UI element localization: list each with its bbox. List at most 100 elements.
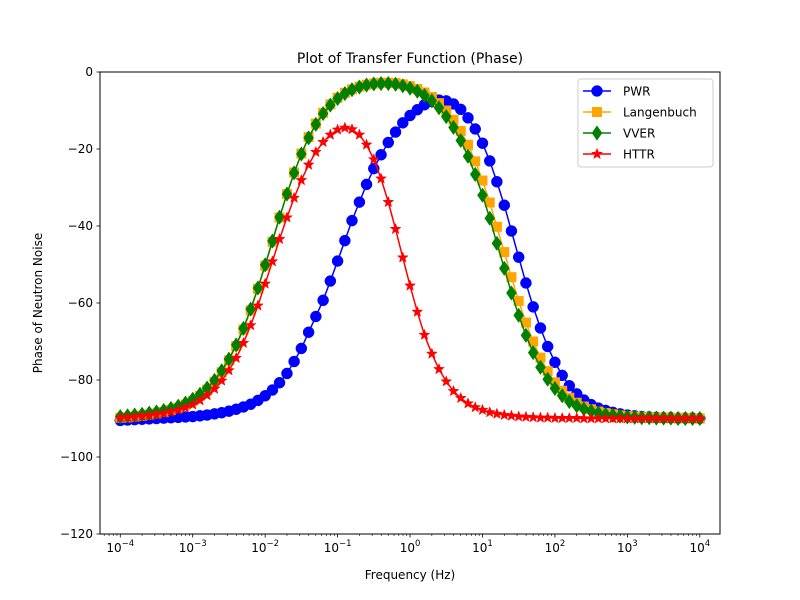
legend-entries: PWR Langenbuch VVER HTTR — [583, 84, 697, 161]
x-tick-label: 10−4 — [106, 539, 134, 555]
legend-marker-pwr — [591, 85, 603, 97]
data-point-vver — [375, 75, 387, 92]
data-point-vver — [310, 116, 322, 132]
data-point-vver — [469, 166, 481, 183]
data-point-vver — [325, 97, 336, 113]
data-point-vver — [433, 100, 445, 116]
legend-label-pwr: PWR — [623, 84, 650, 98]
data-point-pwr — [534, 322, 547, 334]
y-tick-label: 0 — [85, 65, 93, 79]
data-point-httr — [541, 411, 554, 423]
data-point-pwr — [302, 326, 315, 339]
data-point-httr — [237, 336, 250, 349]
data-point-vver — [484, 210, 496, 226]
data-point-pwr — [346, 214, 358, 227]
data-point-pwr — [382, 136, 395, 149]
data-point-httr — [382, 195, 395, 208]
data-point-vver — [368, 76, 380, 92]
data-point-pwr — [462, 112, 474, 124]
x-tick-label: 103 — [617, 539, 638, 555]
data-point-pwr — [549, 356, 561, 369]
data-point-httr — [447, 384, 460, 397]
data-point-httr — [433, 362, 445, 375]
data-point-pwr — [353, 196, 366, 208]
data-point-httr — [295, 173, 308, 186]
data-point-vver — [491, 235, 503, 251]
data-point-httr — [396, 251, 409, 263]
data-point-pwr — [512, 251, 525, 263]
data-point-pwr — [288, 355, 300, 368]
data-point-vver — [274, 209, 285, 225]
data-point-vver — [245, 301, 256, 317]
data-point-vver — [404, 80, 416, 96]
y-axis-label: Phase of Neutron Noise — [31, 233, 45, 373]
data-point-httr — [418, 328, 431, 341]
data-point-vver — [542, 371, 553, 387]
data-point-httr — [454, 391, 467, 404]
data-point-httr — [244, 319, 257, 331]
data-point-httr — [280, 211, 293, 223]
legend-label-httr: HTTR — [623, 147, 655, 161]
data-point-httr — [230, 351, 243, 364]
data-point-vver — [332, 90, 343, 107]
data-point-vver — [440, 109, 452, 125]
data-point-pwr — [527, 301, 539, 313]
data-point-vver — [303, 130, 314, 146]
legend-entry-vver: VVER — [583, 125, 655, 141]
y-axis: 0 −20 −40 −60 −80 −100 −120 — [60, 65, 100, 541]
y-tick-label: −40 — [68, 219, 93, 233]
data-point-httr — [273, 232, 286, 245]
data-point-vver — [397, 78, 409, 94]
data-point-httr — [302, 158, 315, 170]
data-point-vver — [382, 75, 394, 92]
data-point-vver — [288, 165, 300, 181]
data-point-httr — [360, 138, 373, 150]
data-point-pwr — [469, 123, 481, 135]
data-point-httr — [266, 255, 279, 267]
data-point-pwr — [505, 225, 518, 237]
data-point-vver — [419, 87, 430, 104]
legend: PWR Langenbuch VVER HTTR — [577, 78, 714, 168]
x-axis-label: Frequency (Hz) — [365, 568, 456, 582]
data-point-httr — [490, 407, 503, 419]
data-point-pwr — [331, 255, 344, 267]
x-tick-label: 10−1 — [324, 539, 352, 555]
data-point-httr — [251, 299, 264, 311]
series-httr — [114, 121, 706, 424]
data-point-httr — [512, 410, 525, 422]
data-point-pwr — [520, 277, 532, 289]
legend-marker-langenbuch — [592, 107, 602, 117]
legend-box — [577, 78, 714, 168]
data-point-vver — [462, 148, 474, 164]
legend-label-vver: VVER — [623, 126, 655, 140]
y-tick-label: −100 — [60, 450, 93, 464]
data-point-httr — [527, 411, 540, 423]
data-point-httr — [476, 403, 489, 416]
data-point-httr — [208, 382, 221, 394]
data-point-httr — [505, 409, 518, 421]
data-point-pwr — [484, 155, 496, 167]
data-point-vver — [296, 146, 307, 162]
data-point-vver — [317, 105, 329, 122]
data-point-httr — [288, 191, 301, 203]
legend-entry-httr: HTTR — [583, 147, 655, 161]
x-tick-label: 10−2 — [251, 539, 279, 555]
legend-entry-langenbuch: Langenbuch — [583, 105, 697, 119]
data-point-vver — [556, 388, 568, 404]
series-layer — [114, 75, 706, 427]
data-point-vver — [477, 187, 488, 203]
data-point-httr — [172, 403, 185, 416]
data-point-pwr — [541, 340, 554, 353]
data-point-vver — [506, 285, 517, 301]
data-point-httr — [179, 401, 192, 413]
x-tick-label: 104 — [689, 539, 710, 555]
x-tick-label: 102 — [545, 539, 566, 555]
data-point-httr — [324, 128, 337, 140]
data-point-vver — [390, 76, 401, 92]
data-point-pwr — [389, 126, 402, 138]
data-point-httr — [222, 364, 235, 376]
data-point-httr — [367, 153, 380, 165]
data-point-httr — [375, 172, 388, 184]
data-point-httr — [309, 145, 322, 158]
